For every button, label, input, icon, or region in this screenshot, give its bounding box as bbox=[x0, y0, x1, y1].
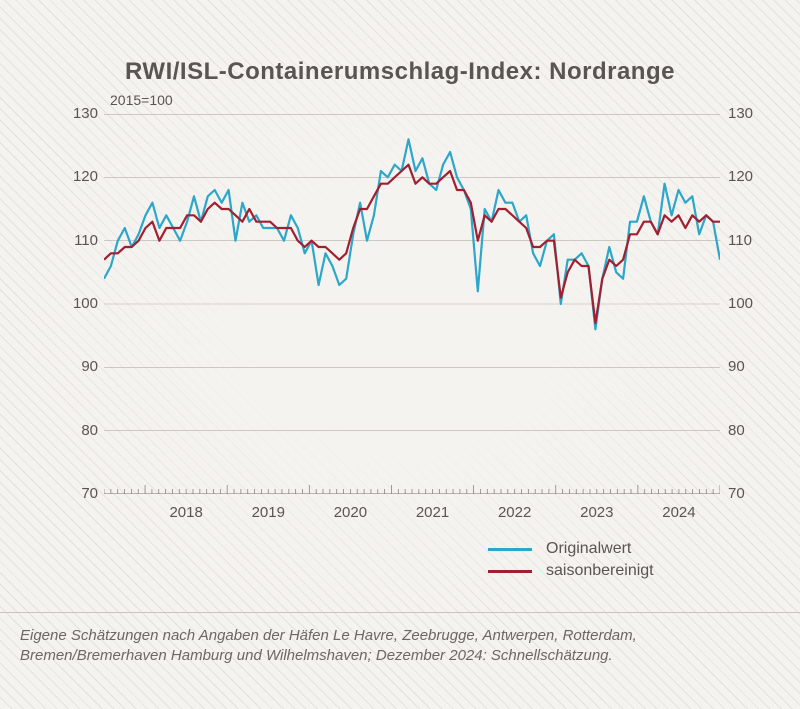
y-tick-label: 110 bbox=[66, 232, 98, 249]
y-tick-label-right: 100 bbox=[728, 295, 753, 312]
x-tick-label: 2018 bbox=[169, 504, 202, 521]
chart-footnote: Eigene Schätzungen nach Angaben der Häfe… bbox=[20, 626, 780, 667]
plot-area bbox=[104, 114, 720, 494]
y-tick-label-right: 80 bbox=[728, 422, 745, 439]
x-tick-label: 2024 bbox=[662, 504, 695, 521]
x-tick-label: 2020 bbox=[334, 504, 367, 521]
x-tick-label: 2022 bbox=[498, 504, 531, 521]
y-tick-label-right: 130 bbox=[728, 105, 753, 122]
legend-item-original: Originalwert bbox=[488, 540, 654, 558]
x-tick-label: 2021 bbox=[416, 504, 449, 521]
y-tick-label-right: 90 bbox=[728, 358, 745, 375]
y-tick-label: 100 bbox=[66, 295, 98, 312]
chart-title: RWI/ISL-Containerumschlag-Index: Nordran… bbox=[0, 58, 800, 86]
y-tick-label: 120 bbox=[66, 168, 98, 185]
chart-subtitle: 2015=100 bbox=[110, 92, 173, 108]
footer-divider bbox=[0, 612, 800, 613]
legend-label-seasonal: saisonbereinigt bbox=[546, 562, 654, 580]
plot-svg bbox=[104, 114, 720, 494]
legend-label-original: Originalwert bbox=[546, 540, 631, 558]
legend-item-seasonal: saisonbereinigt bbox=[488, 562, 654, 580]
y-tick-label-right: 110 bbox=[728, 232, 752, 249]
y-tick-label: 90 bbox=[66, 358, 98, 375]
y-tick-label-right: 70 bbox=[728, 485, 745, 502]
y-tick-label-right: 120 bbox=[728, 168, 753, 185]
x-tick-label: 2023 bbox=[580, 504, 613, 521]
y-tick-label: 80 bbox=[66, 422, 98, 439]
y-tick-label: 70 bbox=[66, 485, 98, 502]
legend: Originalwert saisonbereinigt bbox=[488, 540, 654, 584]
y-tick-label: 130 bbox=[66, 105, 98, 122]
legend-swatch-seasonal bbox=[488, 570, 532, 573]
x-tick-label: 2019 bbox=[252, 504, 285, 521]
chart-canvas: RWI/ISL-Containerumschlag-Index: Nordran… bbox=[0, 0, 800, 709]
legend-swatch-original bbox=[488, 548, 532, 551]
